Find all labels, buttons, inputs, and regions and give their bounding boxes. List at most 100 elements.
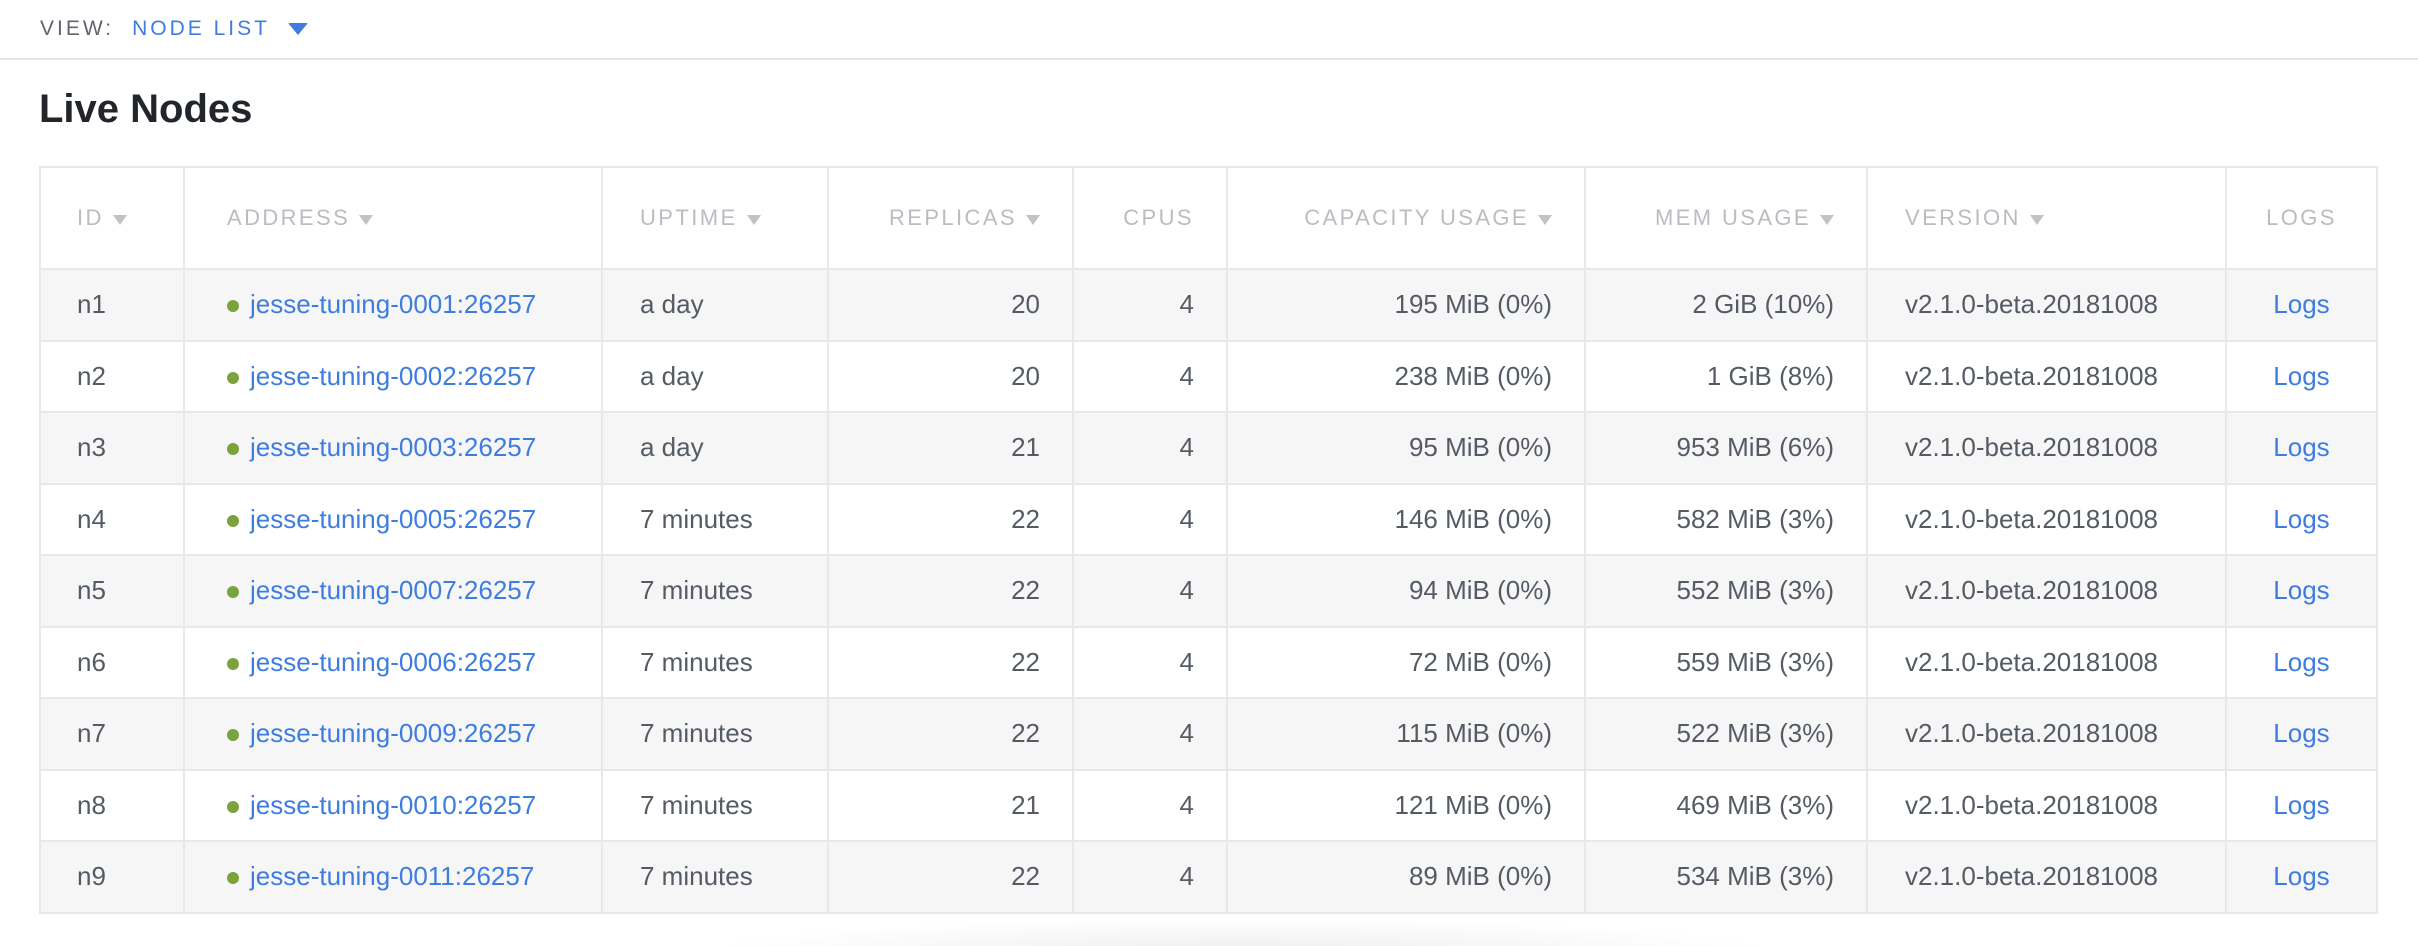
- node-address-link[interactable]: jesse-tuning-0002:26257: [250, 360, 537, 391]
- live-status-icon: [227, 586, 239, 599]
- logs-link[interactable]: Logs: [2273, 789, 2330, 820]
- sort-arrow-icon: [112, 215, 127, 225]
- node-logs-cell: Logs: [2225, 411, 2378, 485]
- node-uptime-cell: 7 minutes: [601, 697, 829, 771]
- node-logs-cell: Logs: [2225, 840, 2378, 914]
- node-logs-cell: Logs: [2225, 697, 2378, 771]
- sort-arrow-icon: [1820, 215, 1834, 225]
- node-address-link[interactable]: jesse-tuning-0009:26257: [250, 718, 537, 749]
- node-cpus-cell: 4: [1072, 411, 1228, 485]
- view-selector-dropdown[interactable]: NODE LIST: [132, 17, 308, 41]
- node-address-link[interactable]: jesse-tuning-0010:26257: [250, 789, 537, 820]
- node-address-link[interactable]: jesse-tuning-0006:26257: [250, 646, 537, 677]
- logs-link[interactable]: Logs: [2273, 432, 2330, 463]
- node-uptime-cell: 7 minutes: [601, 840, 829, 914]
- node-address-link[interactable]: jesse-tuning-0011:26257: [250, 861, 535, 892]
- node-capacity-cell: 195 MiB (0%): [1226, 268, 1586, 342]
- table-row-n5: n5 jesse-tuning-0007:26257 7 minutes 22 4 94 …: [39, 554, 2378, 628]
- node-id-cell: n8: [39, 768, 185, 842]
- node-cpus-cell: 4: [1072, 339, 1228, 413]
- node-replicas-cell: 22: [827, 840, 1074, 914]
- node-version-cell: v2.1.0-beta.20181008: [1866, 268, 2227, 342]
- column-header-mem[interactable]: MEM USAGE: [1584, 166, 1868, 270]
- node-address-cell: jesse-tuning-0010:26257: [183, 768, 603, 842]
- table-row-n4: n4 jesse-tuning-0005:26257 7 minutes 22 4 146…: [39, 482, 2378, 556]
- node-mem-cell: 552 MiB (3%): [1584, 554, 1868, 628]
- node-replicas-cell: 22: [827, 482, 1074, 556]
- node-address-cell: jesse-tuning-0006:26257: [183, 625, 603, 699]
- node-id-cell: n7: [39, 697, 185, 771]
- node-capacity-cell: 95 MiB (0%): [1226, 411, 1586, 485]
- node-logs-cell: Logs: [2225, 625, 2378, 699]
- node-logs-cell: Logs: [2225, 482, 2378, 556]
- table-header-row: ID ADDRESS UPTIME REPLICAS CPUS CAPACITY USAG…: [39, 166, 2378, 270]
- node-address-link[interactable]: jesse-tuning-0001:26257: [250, 289, 537, 320]
- logs-link[interactable]: Logs: [2273, 861, 2330, 892]
- node-version-cell: v2.1.0-beta.20181008: [1866, 768, 2227, 842]
- column-header-capacity[interactable]: CAPACITY USAGE: [1226, 166, 1586, 270]
- live-status-icon: [227, 657, 239, 670]
- column-header-label: UPTIME: [640, 205, 738, 230]
- node-replicas-cell: 20: [827, 339, 1074, 413]
- view-label: VIEW:: [40, 17, 115, 40]
- node-address-link[interactable]: jesse-tuning-0003:26257: [250, 432, 537, 463]
- column-header-replicas[interactable]: REPLICAS: [827, 166, 1074, 270]
- node-address-cell: jesse-tuning-0005:26257: [183, 482, 603, 556]
- node-address-link[interactable]: jesse-tuning-0007:26257: [250, 575, 537, 606]
- node-id-cell: n2: [39, 339, 185, 413]
- node-mem-cell: 469 MiB (3%): [1584, 768, 1868, 842]
- node-id-cell: n1: [39, 268, 185, 342]
- node-logs-cell: Logs: [2225, 768, 2378, 842]
- table-row-n1: n1 jesse-tuning-0001:26257 a day 20 4 195 MiB…: [39, 268, 2378, 342]
- column-header-id[interactable]: ID: [39, 166, 185, 270]
- node-logs-cell: Logs: [2225, 339, 2378, 413]
- node-mem-cell: 534 MiB (3%): [1584, 840, 1868, 914]
- column-header-label: CPUS: [1123, 205, 1194, 230]
- logs-link[interactable]: Logs: [2273, 360, 2330, 391]
- node-capacity-cell: 115 MiB (0%): [1226, 697, 1586, 771]
- table-row-n6: n6 jesse-tuning-0006:26257 7 minutes 22 4 72 …: [39, 625, 2378, 699]
- node-cpus-cell: 4: [1072, 697, 1228, 771]
- table-body: n1 jesse-tuning-0001:26257 a day 20 4 195 MiB…: [39, 268, 2378, 914]
- node-cpus-cell: 4: [1072, 482, 1228, 556]
- node-address-cell: jesse-tuning-0001:26257: [183, 268, 603, 342]
- node-mem-cell: 582 MiB (3%): [1584, 482, 1868, 556]
- node-uptime-cell: 7 minutes: [601, 554, 829, 628]
- node-cpus-cell: 4: [1072, 768, 1228, 842]
- table-header: ID ADDRESS UPTIME REPLICAS CPUS CAPACITY USAG…: [39, 166, 2378, 270]
- node-replicas-cell: 21: [827, 768, 1074, 842]
- node-uptime-cell: a day: [601, 268, 829, 342]
- node-mem-cell: 1 GiB (8%): [1584, 339, 1868, 413]
- column-header-version[interactable]: VERSION: [1866, 166, 2227, 270]
- node-cpus-cell: 4: [1072, 625, 1228, 699]
- logs-link[interactable]: Logs: [2273, 718, 2330, 749]
- node-id-cell: n6: [39, 625, 185, 699]
- column-header-label: ADDRESS: [227, 205, 351, 230]
- bottom-shadow: [492, 916, 1992, 946]
- logs-link[interactable]: Logs: [2273, 646, 2330, 677]
- node-version-cell: v2.1.0-beta.20181008: [1866, 339, 2227, 413]
- node-version-cell: v2.1.0-beta.20181008: [1866, 625, 2227, 699]
- node-id-cell: n5: [39, 554, 185, 628]
- node-capacity-cell: 89 MiB (0%): [1226, 840, 1586, 914]
- sort-arrow-icon: [1538, 215, 1552, 225]
- node-address-cell: jesse-tuning-0002:26257: [183, 339, 603, 413]
- view-selected-value: NODE LIST: [132, 17, 270, 40]
- logs-link[interactable]: Logs: [2273, 503, 2330, 534]
- node-logs-cell: Logs: [2225, 268, 2378, 342]
- live-status-icon: [227, 443, 239, 456]
- node-replicas-cell: 22: [827, 625, 1074, 699]
- column-header-address[interactable]: ADDRESS: [183, 166, 603, 270]
- column-header-logs: LOGS: [2225, 166, 2378, 270]
- logs-link[interactable]: Logs: [2273, 289, 2330, 320]
- live-nodes-table: ID ADDRESS UPTIME REPLICAS CPUS CAPACITY USAG…: [39, 166, 2378, 914]
- column-header-uptime[interactable]: UPTIME: [601, 166, 829, 270]
- node-version-cell: v2.1.0-beta.20181008: [1866, 482, 2227, 556]
- node-uptime-cell: 7 minutes: [601, 768, 829, 842]
- node-mem-cell: 522 MiB (3%): [1584, 697, 1868, 771]
- node-version-cell: v2.1.0-beta.20181008: [1866, 411, 2227, 485]
- node-address-link[interactable]: jesse-tuning-0005:26257: [250, 503, 537, 534]
- table-row-n3: n3 jesse-tuning-0003:26257 a day 21 4 95 MiB …: [39, 411, 2378, 485]
- logs-link[interactable]: Logs: [2273, 575, 2330, 606]
- node-mem-cell: 953 MiB (6%): [1584, 411, 1868, 485]
